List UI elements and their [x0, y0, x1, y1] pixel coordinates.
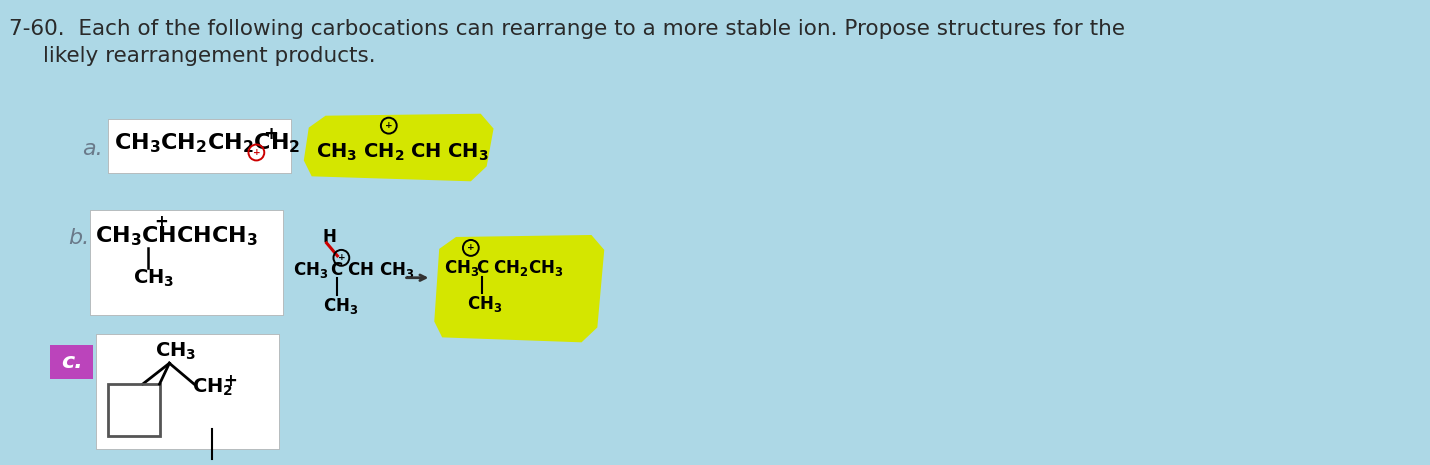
Text: +: +: [337, 253, 345, 262]
Text: +: +: [253, 148, 260, 157]
Text: $\mathbf{CH_2}$: $\mathbf{CH_2}$: [192, 377, 233, 399]
FancyBboxPatch shape: [109, 119, 290, 173]
Text: +: +: [385, 121, 393, 130]
Text: $\mathbf{CH_3}$: $\mathbf{CH_3}$: [133, 268, 174, 289]
Text: $\mathbf{+}$: $\mathbf{+}$: [223, 372, 237, 390]
Text: $\mathbf{C\ CH\ CH_3}$: $\mathbf{C\ CH\ CH_3}$: [330, 260, 415, 280]
Text: $\mathbf{CH_3CHCHCH_3}$: $\mathbf{CH_3CHCHCH_3}$: [96, 224, 259, 248]
Text: $\mathbf{CH_3}$: $\mathbf{CH_3}$: [445, 258, 479, 278]
Polygon shape: [435, 235, 605, 342]
FancyBboxPatch shape: [96, 334, 279, 449]
Text: $\mathbf{C\ CH_2CH_3}$: $\mathbf{C\ CH_2CH_3}$: [476, 258, 563, 278]
Text: $\mathbf{+}$: $\mathbf{+}$: [263, 125, 279, 143]
FancyBboxPatch shape: [90, 210, 283, 314]
Text: c.: c.: [60, 352, 83, 372]
Text: H: H: [323, 228, 336, 246]
Text: likely rearrangement products.: likely rearrangement products.: [43, 46, 376, 66]
Text: $\mathbf{CH_3}$: $\mathbf{CH_3}$: [293, 260, 329, 280]
Text: $\mathbf{+}$: $\mathbf{+}$: [153, 213, 167, 231]
Text: $\mathbf{CH_3}$: $\mathbf{CH_3}$: [466, 293, 502, 313]
Text: b.: b.: [69, 228, 90, 248]
FancyBboxPatch shape: [50, 345, 93, 379]
Text: $\mathbf{CH_3}$: $\mathbf{CH_3}$: [154, 340, 196, 362]
Text: $\mathbf{CH_3\ CH_2\ CH\ CH_3}$: $\mathbf{CH_3\ CH_2\ CH\ CH_3}$: [316, 141, 489, 163]
Text: +: +: [468, 243, 475, 252]
Text: a.: a.: [83, 139, 103, 159]
Text: $\mathbf{CH_3}$: $\mathbf{CH_3}$: [323, 296, 358, 316]
Polygon shape: [303, 114, 493, 181]
Text: 7-60.  Each of the following carbocations can rearrange to a more stable ion. Pr: 7-60. Each of the following carbocations…: [10, 19, 1125, 39]
Text: $\mathbf{CH_3CH_2CH_2CH_2}$: $\mathbf{CH_3CH_2CH_2CH_2}$: [114, 132, 300, 155]
